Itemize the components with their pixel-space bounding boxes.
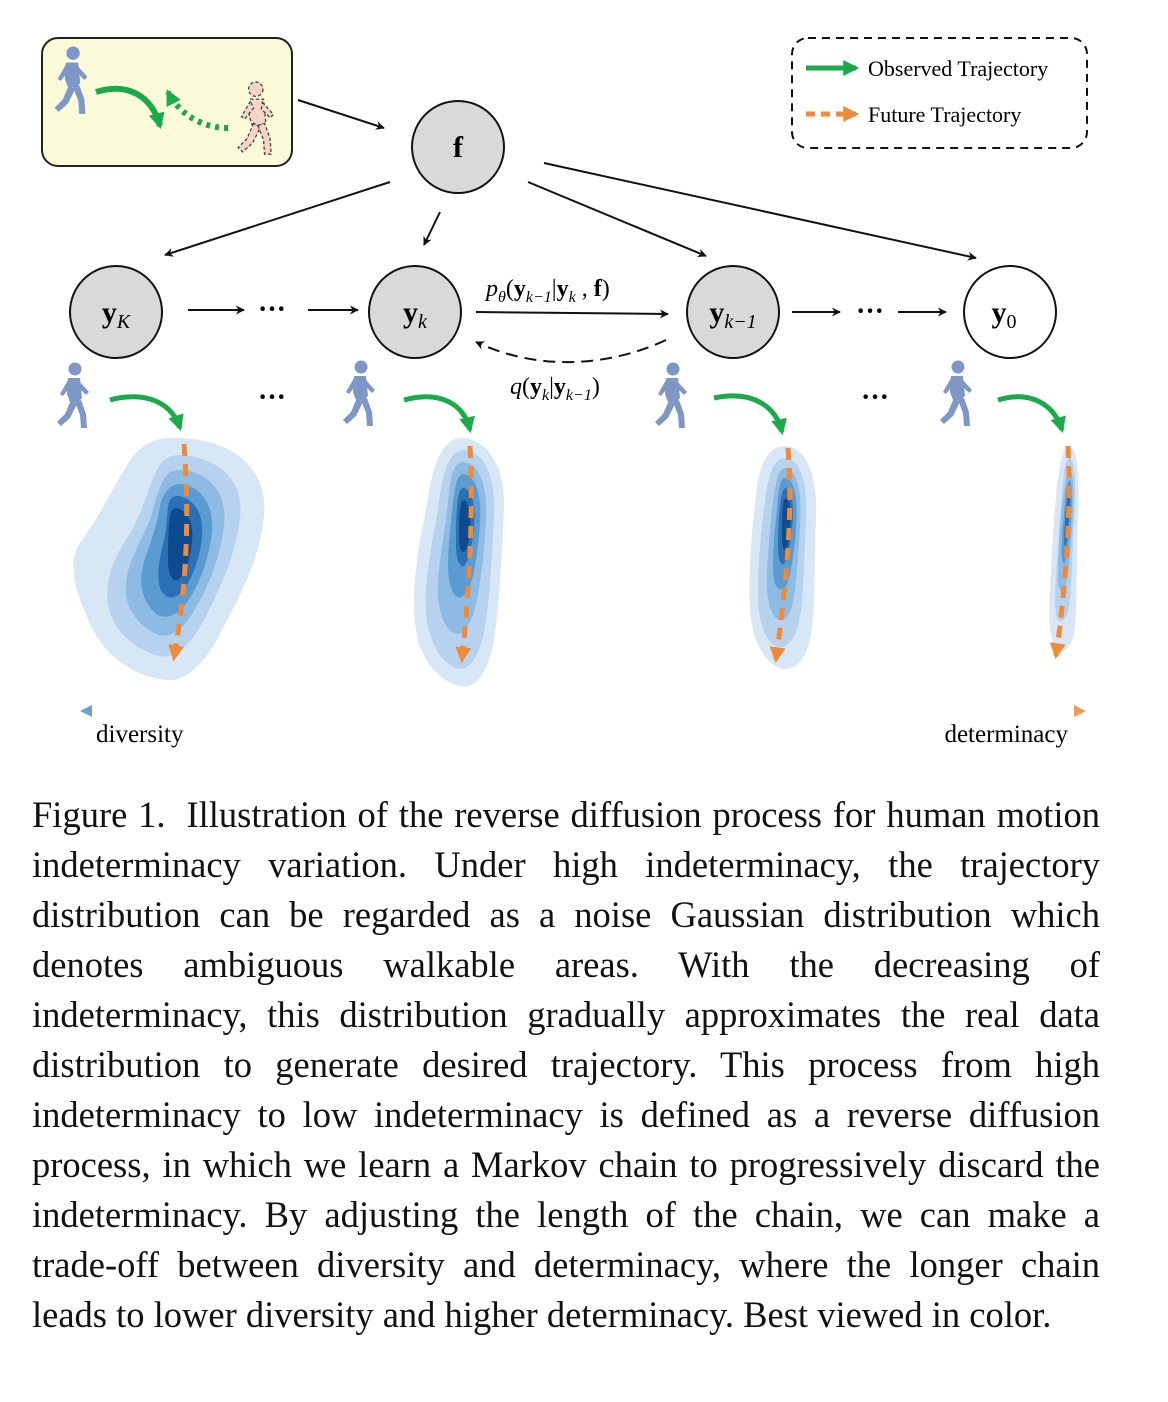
future-dotted-arrow (165, 89, 229, 131)
legend-observed-label: Observed Trajectory (868, 56, 1048, 81)
axis-right-label: determinacy (944, 721, 1068, 748)
density-plot-y0 (1049, 446, 1079, 651)
forward-process-arrow (475, 339, 667, 364)
density-plot-yk (413, 438, 505, 687)
node-yK: yK (69, 265, 163, 359)
observed-arrows (109, 393, 1066, 436)
figure-caption: Figure 1. Illustration of the reverse di… (32, 790, 1100, 1340)
density-plot-yk-1 (749, 446, 817, 669)
observed-trajectory-arrow (95, 85, 165, 130)
reverse-process-arrow (475, 309, 669, 319)
svg-text:yk: yk (403, 296, 428, 333)
chain-ellipsis-2: ··· (856, 296, 884, 327)
density-plot-yK (73, 437, 265, 681)
label-p-theta: pθ(yk−1|yk , f) (484, 276, 610, 306)
pedestrian-icon-0 (940, 360, 972, 426)
node-f-label: f (453, 131, 464, 164)
feature-arrows (164, 99, 977, 261)
chain-ellipsis-1: ··· (258, 294, 286, 325)
node-yk: yk (368, 265, 462, 359)
pedestrian-icon-k-1 (655, 362, 687, 428)
chain-arrows (188, 305, 947, 364)
svg-text:yk−1: yk−1 (709, 296, 756, 333)
observed-scene-box (41, 37, 293, 167)
axis-right-arrowhead (1074, 705, 1086, 717)
node-yk-1: yk−1 (686, 265, 780, 359)
label-q: q(yk|yk−1) (510, 374, 600, 404)
legend: Observed Trajectory Future Trajectory (791, 37, 1088, 149)
node-y0: y0 (963, 265, 1057, 359)
axis-left-label: diversity (96, 721, 184, 748)
axis-left-arrowhead (80, 705, 92, 717)
walker-ellipsis-2: ··· (861, 382, 889, 413)
future-trajectories (168, 443, 1072, 664)
pedestrian-icon-k (343, 360, 375, 426)
node-f (411, 100, 505, 194)
svg-text:y0: y0 (992, 296, 1017, 333)
svg-text:yK: yK (102, 296, 132, 333)
figure-diagram: Observed Trajectory Future Trajectory f … (41, 37, 1088, 748)
caption-label: Figure 1. (32, 794, 166, 835)
walker-ellipsis-1: ··· (258, 382, 286, 413)
legend-future-label: Future Trajectory (868, 102, 1021, 127)
caption-text: Illustration of the reverse diffusion pr… (32, 794, 1100, 1335)
pedestrian-icon-K (57, 362, 89, 428)
